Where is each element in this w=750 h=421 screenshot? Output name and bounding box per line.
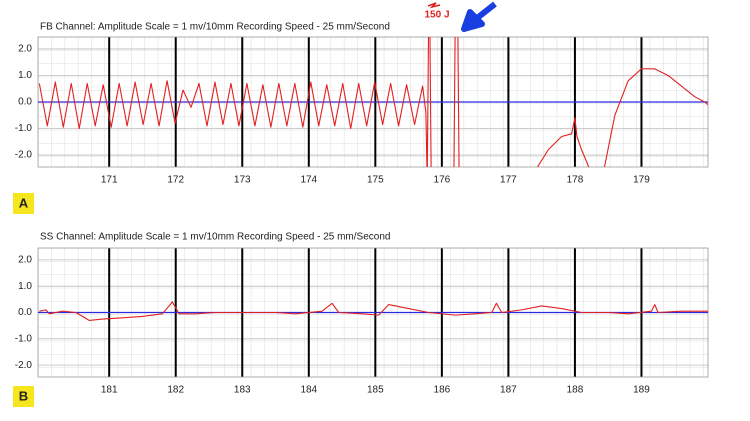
arrow-icon <box>461 1 497 32</box>
x-tick-label: 181 <box>101 385 118 396</box>
x-tick-label: 177 <box>500 175 517 186</box>
shock-icon <box>427 2 441 9</box>
y-tick-label: 1.0 <box>18 70 32 81</box>
y-tick-label: -1.0 <box>15 333 33 344</box>
x-tick-label: 176 <box>434 175 451 186</box>
x-tick-label: 189 <box>633 385 650 396</box>
y-tick-label: 0.0 <box>18 307 32 318</box>
panel-label: A <box>19 195 29 210</box>
annotation: 150 J <box>424 10 449 21</box>
x-tick-label: 173 <box>234 175 251 186</box>
y-tick-label: 2.0 <box>18 254 32 265</box>
x-tick-label: 184 <box>300 385 317 396</box>
x-tick-label: 183 <box>234 385 251 396</box>
y-tick-label: 1.0 <box>18 281 32 292</box>
x-tick-label: 172 <box>167 175 184 186</box>
x-tick-label: 185 <box>367 385 384 396</box>
panel-title: SS Channel: Amplitude Scale = 1 mv/10mm … <box>40 232 390 243</box>
signal-line <box>39 301 708 321</box>
x-tick-label: 174 <box>300 175 317 186</box>
y-tick-label: -2.0 <box>15 360 33 371</box>
x-tick-label: 171 <box>101 175 118 186</box>
y-tick-label: -1.0 <box>15 123 33 134</box>
x-tick-label: 187 <box>500 385 517 396</box>
y-tick-label: 2.0 <box>18 44 32 55</box>
panel-label-box <box>13 386 34 407</box>
panel-title: FB Channel: Amplitude Scale = 1 mv/10mm … <box>40 22 390 33</box>
x-tick-label: 179 <box>633 175 650 186</box>
y-tick-label: -2.0 <box>15 150 33 161</box>
signal-line <box>38 37 708 167</box>
x-tick-label: 182 <box>167 385 184 396</box>
x-tick-label: 175 <box>367 175 384 186</box>
y-tick-label: 0.0 <box>18 97 32 108</box>
x-tick-label: 186 <box>434 385 451 396</box>
panel-label-box <box>13 193 34 214</box>
panel-label: B <box>19 388 28 403</box>
x-tick-label: 178 <box>567 175 584 186</box>
x-tick-label: 188 <box>567 385 584 396</box>
